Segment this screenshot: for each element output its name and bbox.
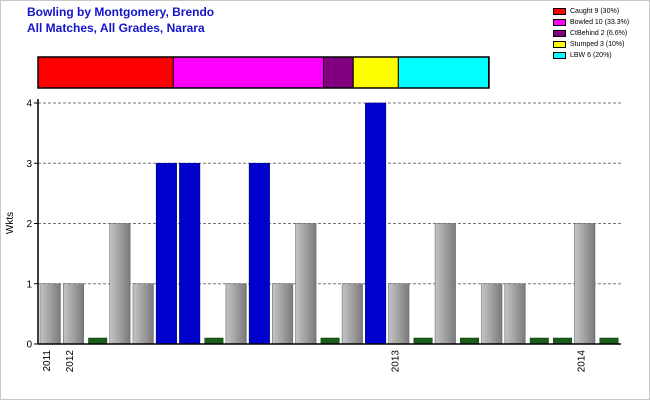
bar-13	[341, 283, 363, 345]
legend-item-caught: Caught 9 (30%)	[553, 6, 629, 17]
legend-label-caught: Caught 9 (30%)	[570, 8, 620, 15]
y-tick-label-2: 2	[26, 219, 32, 230]
bar-5	[155, 162, 177, 345]
legend-item-stumped: Stumped 3 (10%)	[553, 39, 629, 50]
dismissal-stack-bar	[37, 56, 490, 89]
y-tick-label-1: 1	[26, 279, 32, 290]
legend-swatch-stumped	[553, 41, 566, 48]
stack-segment-2	[322, 56, 354, 89]
bar-9	[248, 162, 270, 345]
bar-19	[481, 283, 503, 345]
legend: Caught 9 (30%) Bowled 10 (33.3%) CtBehin…	[553, 6, 629, 61]
y-tick-label-3: 3	[26, 159, 32, 170]
legend-swatch-caught	[553, 8, 566, 15]
stack-segment-3	[352, 56, 399, 89]
bar-15	[388, 283, 410, 345]
bar-2	[88, 337, 108, 345]
legend-label-bowled: Bowled 10 (33.3%)	[570, 19, 630, 26]
bars	[39, 102, 619, 345]
stack-segment-4	[397, 56, 490, 89]
bar-4	[132, 283, 154, 345]
bar-21	[529, 337, 549, 345]
x-tick-label-2012: 2012	[65, 350, 76, 373]
legend-swatch-lbw	[553, 52, 566, 59]
stack-segment-0	[37, 56, 174, 89]
bar-7	[204, 337, 224, 345]
y-tick-label-0: 0	[26, 340, 32, 351]
bar-22	[553, 337, 572, 345]
legend-swatch-bowled	[553, 19, 566, 26]
axes: 0 1 2 3 4 2011 2012 2013 2014	[26, 99, 621, 373]
legend-label-ctbehind: CtBehind 2 (6.6%)	[570, 30, 628, 37]
legend-item-bowled: Bowled 10 (33.3%)	[553, 17, 629, 28]
bar-14	[365, 102, 387, 345]
legend-item-ctbehind: CtBehind 2 (6.6%)	[553, 28, 629, 39]
bar-6	[179, 162, 201, 345]
bar-16	[413, 337, 433, 345]
legend-label-stumped: Stumped 3 (10%)	[570, 41, 625, 48]
bar-8	[225, 283, 247, 345]
bar-1	[62, 283, 84, 345]
bar-11	[295, 223, 317, 345]
stack-bar-outline	[37, 56, 490, 89]
bar-20	[504, 283, 526, 345]
y-tick-label-4: 4	[26, 99, 32, 110]
x-tick-label-2013: 2013	[391, 350, 402, 373]
legend-item-lbw: LBW 6 (20%)	[553, 50, 629, 61]
bar-12	[320, 337, 340, 345]
bar-3	[109, 223, 131, 345]
legend-swatch-ctbehind	[553, 30, 566, 37]
bar-0	[39, 283, 61, 345]
y-axis-label: Wkts	[5, 212, 16, 234]
bar-10	[272, 283, 294, 345]
bar-24	[599, 337, 619, 345]
bar-18	[460, 337, 480, 345]
legend-label-lbw: LBW 6 (20%)	[570, 52, 612, 59]
bar-17	[434, 223, 456, 345]
bar-23	[574, 223, 596, 345]
chart-title-line1: Bowling by Montgomery, Brendo	[27, 5, 215, 19]
chart-title-line2: All Matches, All Grades, Narara	[27, 21, 205, 35]
x-tick-label-2014: 2014	[577, 350, 588, 373]
x-tick-label-2011: 2011	[42, 350, 53, 372]
stack-segment-1	[172, 56, 324, 89]
